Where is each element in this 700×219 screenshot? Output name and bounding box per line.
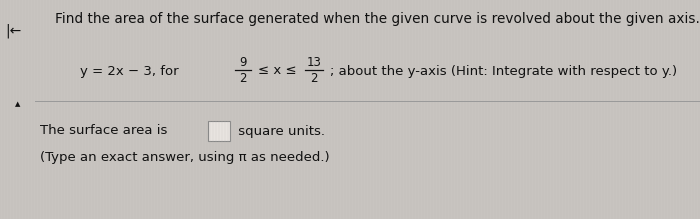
Text: Find the area of the surface generated when the given curve is revolved about th: Find the area of the surface generated w… [55,12,700,26]
Text: ; about the y-axis (Hint: Integrate with respect to y.): ; about the y-axis (Hint: Integrate with… [330,65,677,78]
FancyBboxPatch shape [208,121,230,141]
Text: 2: 2 [239,72,246,85]
Text: |←: |← [5,24,21,39]
Text: ≤ x ≤: ≤ x ≤ [258,65,297,78]
Text: square units.: square units. [234,124,325,138]
Text: 2: 2 [310,72,318,85]
Text: The surface area is: The surface area is [40,124,172,138]
Text: (Type an exact answer, using π as needed.): (Type an exact answer, using π as needed… [40,150,330,164]
Text: 9: 9 [239,55,246,69]
Text: ▲: ▲ [15,101,21,107]
Text: y = 2x − 3, for: y = 2x − 3, for [80,65,183,78]
Text: 13: 13 [307,55,321,69]
